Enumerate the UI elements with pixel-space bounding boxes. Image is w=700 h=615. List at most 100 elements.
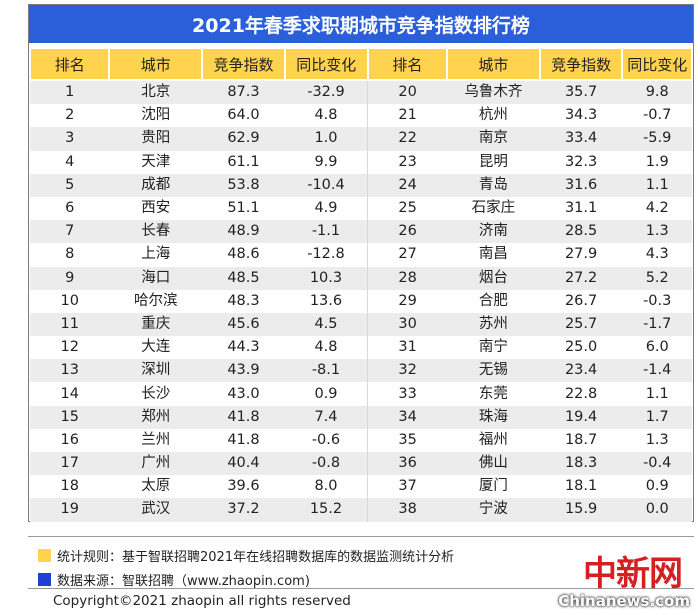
table-cell: 4.3 xyxy=(622,243,692,267)
table-cell: 宁波 xyxy=(447,498,540,522)
table-title: 2021年春季求职期城市竞争指数排行榜 xyxy=(29,5,693,43)
table-cell: 海口 xyxy=(109,266,203,290)
table-cell: 福州 xyxy=(447,428,540,452)
table-cell: 16 xyxy=(30,428,110,452)
table-row: 1 北京 87.3 -32.9 20 乌鲁木齐 35.7 9.8 xyxy=(30,80,692,105)
table-cell: 厦门 xyxy=(447,475,540,499)
table-cell: 1.7 xyxy=(622,405,692,429)
table-row: 7 长春 48.9 -1.1 26 济南 28.5 1.3 xyxy=(30,220,692,244)
table-cell: 25 xyxy=(367,196,448,221)
table-cell: 上海 xyxy=(109,243,203,267)
table-cell: 18.1 xyxy=(539,475,623,499)
table-cell: -5.9 xyxy=(622,127,692,151)
legend-source-text: 数据来源：智联招聘（www.zhaopin.com) xyxy=(57,574,310,589)
table-cell: 0.0 xyxy=(622,498,692,522)
ranking-table-panel: 2021年春季求职期城市竞争指数排行榜 排名 城市 竞争指数 同比变化 排名 城市 竞争指数… xyxy=(28,4,694,522)
table-cell: 2 xyxy=(30,104,110,128)
table-cell: 哈尔滨 xyxy=(109,289,203,313)
table-cell: 48.6 xyxy=(202,243,285,267)
table-cell: 无锡 xyxy=(447,359,540,383)
table-cell: 26 xyxy=(367,220,448,244)
table-cell: 杭州 xyxy=(447,104,540,128)
table-cell: 40.4 xyxy=(202,452,285,476)
table-cell: 4.2 xyxy=(622,196,692,221)
table-cell: 郑州 xyxy=(109,405,203,429)
table-cell: 15.9 xyxy=(539,498,623,522)
table-cell: 贵阳 xyxy=(109,127,203,151)
ranking-table: 排名 城市 竞争指数 同比变化 排名 城市 竞争指数 同比变化 1 北京 87.3 -32.9 20 乌… xyxy=(28,47,693,522)
table-cell: 乌鲁木齐 xyxy=(447,80,540,105)
table-cell: -1.7 xyxy=(622,312,692,337)
table-cell: -0.8 xyxy=(284,452,369,476)
table-cell: 41.8 xyxy=(202,428,285,452)
table-cell: 48.3 xyxy=(202,289,285,313)
column-header: 同比变化 xyxy=(283,47,369,81)
table-cell: 14 xyxy=(30,382,110,406)
table-cell: 4.5 xyxy=(284,312,369,337)
table-cell: 1.9 xyxy=(622,150,692,174)
table-cell: 26.7 xyxy=(539,289,623,313)
table-cell: 合肥 xyxy=(447,289,540,313)
table-cell: 27.9 xyxy=(539,243,623,267)
table-cell: 9.8 xyxy=(622,80,692,105)
table-cell: -1.4 xyxy=(622,359,692,383)
table-row: 12 大连 44.3 4.8 31 南宁 25.0 6.0 xyxy=(30,336,692,360)
table-cell: 21 xyxy=(367,104,448,128)
table-cell: 1.1 xyxy=(622,382,692,406)
table-row: 6 西安 51.1 4.9 25 石家庄 31.1 4.2 xyxy=(30,196,692,221)
table-cell: 1.3 xyxy=(622,220,692,244)
table-cell: 25.0 xyxy=(539,336,623,360)
column-header: 城市 xyxy=(446,47,541,81)
table-row: 11 重庆 45.6 4.5 30 苏州 25.7 -1.7 xyxy=(30,312,692,337)
table-cell: 64.0 xyxy=(202,104,285,128)
table-cell: 28.5 xyxy=(539,220,623,244)
table-cell: 29 xyxy=(367,289,448,313)
table-cell: 8 xyxy=(30,243,110,267)
table-cell: 18.3 xyxy=(539,452,623,476)
table-cell: 3 xyxy=(30,127,110,151)
table-row: 4 天津 61.1 9.9 23 昆明 32.3 1.9 xyxy=(30,150,692,174)
table-cell: 佛山 xyxy=(447,452,540,476)
table-cell: 太原 xyxy=(109,475,203,499)
table-cell: 27.2 xyxy=(539,266,623,290)
column-header: 城市 xyxy=(108,47,204,81)
table-cell: 22.8 xyxy=(539,382,623,406)
table-cell: 1.3 xyxy=(622,428,692,452)
table-row: 3 贵阳 62.9 1.0 22 南京 33.4 -5.9 xyxy=(30,127,692,151)
table-cell: 5 xyxy=(30,173,110,197)
table-cell: 41.8 xyxy=(202,405,285,429)
table-cell: 东莞 xyxy=(447,382,540,406)
table-cell: 35.7 xyxy=(539,80,623,105)
legend-source: 数据来源：智联招聘（www.zhaopin.com) xyxy=(38,570,310,589)
table-cell: 13.6 xyxy=(284,289,369,313)
table-cell: 25.7 xyxy=(539,312,623,337)
table-cell: 4.8 xyxy=(284,336,369,360)
table-cell: 石家庄 xyxy=(447,196,540,221)
table-cell: 大连 xyxy=(109,336,203,360)
table-cell: 北京 xyxy=(109,80,203,105)
table-row: 5 成都 53.8 -10.4 24 青岛 31.6 1.1 xyxy=(30,173,692,197)
table-cell: -0.3 xyxy=(622,289,692,313)
table-cell: 沈阳 xyxy=(109,104,203,128)
table-row: 13 深圳 43.9 -8.1 32 无锡 23.4 -1.4 xyxy=(30,359,692,383)
table-cell: 44.3 xyxy=(202,336,285,360)
table-cell: 广州 xyxy=(109,452,203,476)
table-body: 1 北京 87.3 -32.9 20 乌鲁木齐 35.7 9.8 2 沈阳 64.0 4.8 21 杭州 3… xyxy=(30,80,692,522)
column-header: 排名 xyxy=(366,47,449,81)
table-cell: 17 xyxy=(30,452,110,476)
table-cell: -1.1 xyxy=(284,220,369,244)
table-cell: 33 xyxy=(367,382,448,406)
table-cell: 19.4 xyxy=(539,405,623,429)
table-cell: 15 xyxy=(30,405,110,429)
table-cell: 0.9 xyxy=(284,382,369,406)
table-cell: 18.7 xyxy=(539,428,623,452)
table-cell: 南昌 xyxy=(447,243,540,267)
divider xyxy=(28,588,694,589)
table-cell: 34.3 xyxy=(539,104,623,128)
table-cell: 7.4 xyxy=(284,405,369,429)
table-cell: 长沙 xyxy=(109,382,203,406)
yellow-swatch-icon xyxy=(38,549,51,562)
table-cell: 兰州 xyxy=(109,428,203,452)
table-cell: 43.0 xyxy=(202,382,285,406)
table-cell: 13 xyxy=(30,359,110,383)
